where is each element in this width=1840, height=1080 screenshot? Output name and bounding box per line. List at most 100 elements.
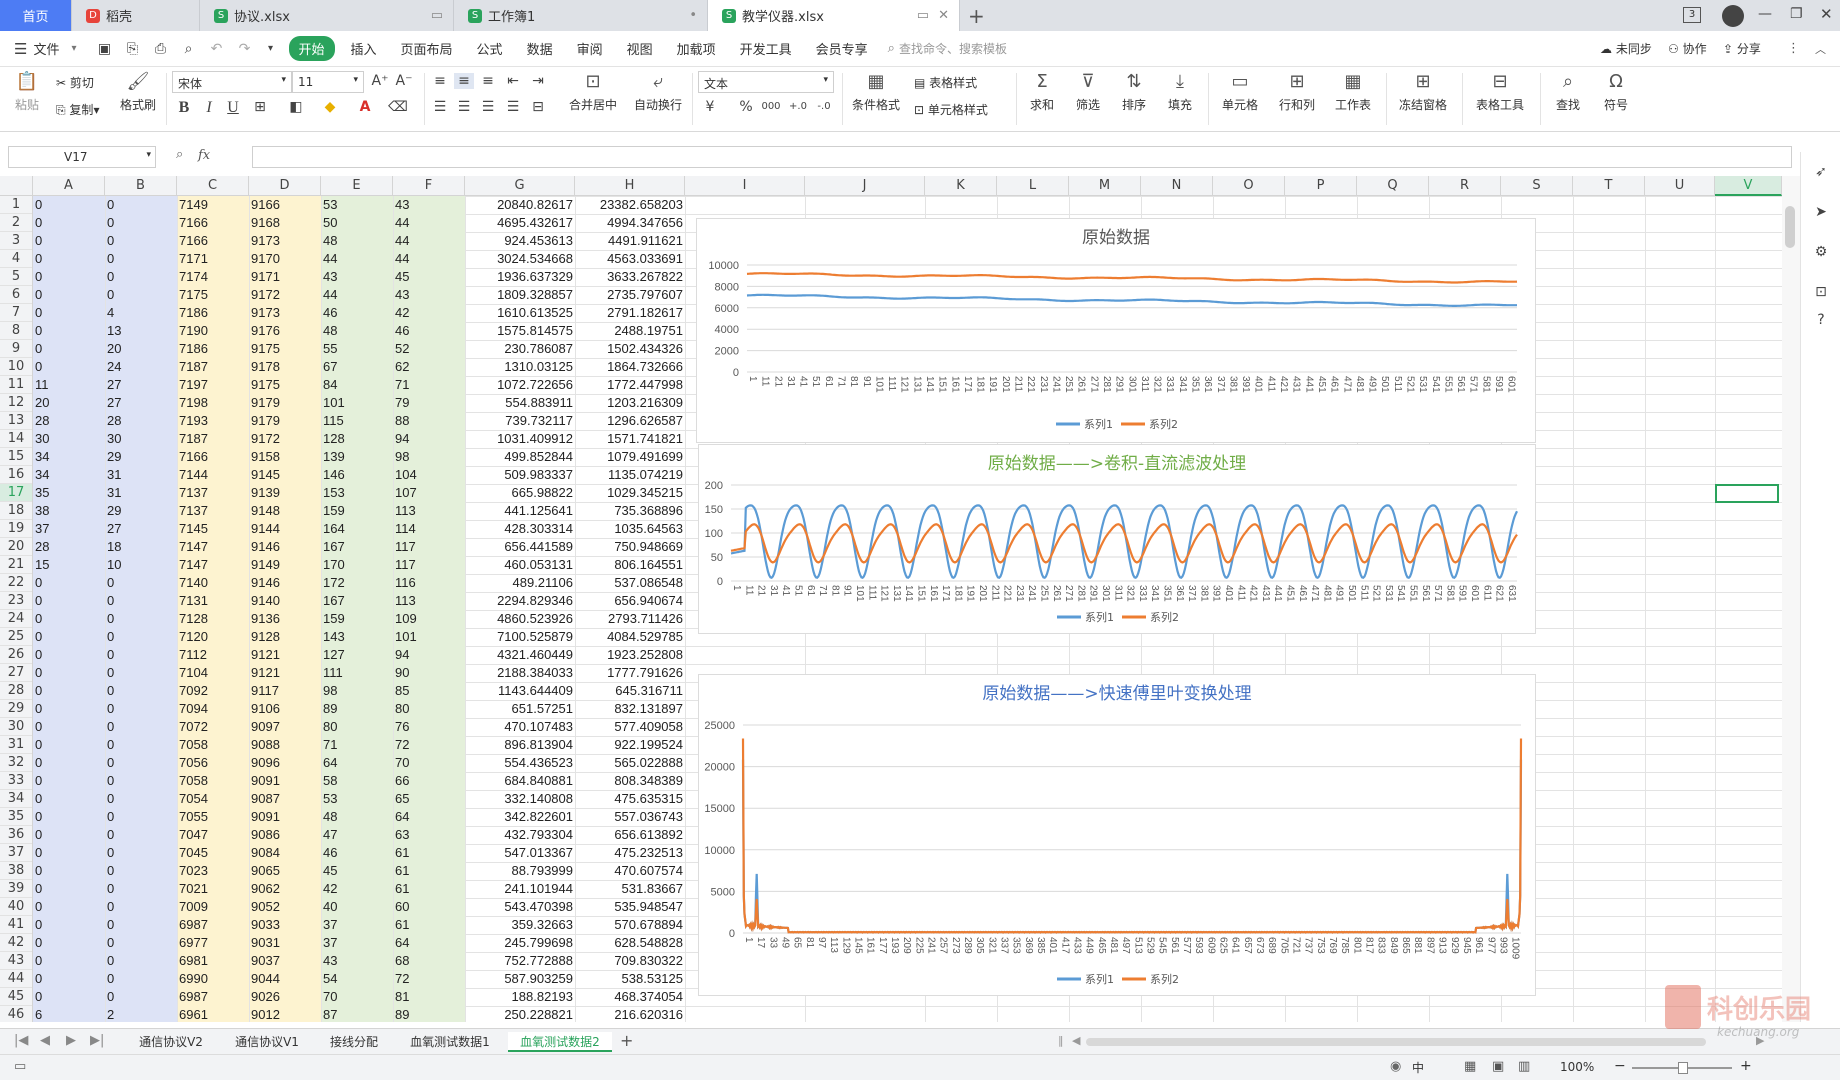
- cell-h[interactable]: 645.316711: [615, 683, 683, 698]
- quick-access-more-icon[interactable]: ▾: [267, 43, 274, 54]
- cell-c[interactable]: 7198: [179, 395, 208, 410]
- cell-e[interactable]: 167: [323, 593, 345, 608]
- font-name-select[interactable]: 宋体 ▾: [172, 71, 292, 93]
- cell-d[interactable]: 9148: [251, 503, 280, 518]
- cell-c[interactable]: 7056: [179, 755, 208, 770]
- cell-f[interactable]: 71: [395, 377, 410, 392]
- cell-e[interactable]: 139: [323, 449, 345, 464]
- cell-e[interactable]: 46: [323, 305, 338, 320]
- cell-d[interactable]: 9128: [251, 629, 280, 644]
- cell-a[interactable]: 0: [35, 899, 43, 914]
- cell-d[interactable]: 9146: [251, 575, 280, 590]
- cell-c[interactable]: 7112: [179, 647, 207, 662]
- cell-e[interactable]: 115: [323, 413, 344, 428]
- cell-a[interactable]: 28: [35, 539, 50, 554]
- cell-g[interactable]: 489.21106: [512, 575, 574, 590]
- cell-b[interactable]: 0: [107, 251, 115, 266]
- cell-b[interactable]: 20: [107, 341, 122, 356]
- column-header-h[interactable]: H: [575, 176, 685, 196]
- shape-icon[interactable]: ⊡: [1815, 284, 1827, 300]
- column-header-m[interactable]: M: [1069, 176, 1141, 196]
- cell-e[interactable]: 43: [323, 269, 338, 284]
- cell-f[interactable]: 70: [395, 755, 410, 770]
- cell-f[interactable]: 63: [395, 827, 410, 842]
- cell-e[interactable]: 44: [323, 251, 338, 266]
- cell-d[interactable]: 9037: [251, 953, 280, 968]
- cell-g[interactable]: 241.101944: [504, 881, 573, 896]
- bold-button[interactable]: B: [178, 99, 190, 116]
- sync-status[interactable]: ☁ 未同步: [1600, 40, 1652, 57]
- cell-d[interactable]: 9091: [251, 773, 280, 788]
- cell-g[interactable]: 441.125641: [504, 503, 573, 518]
- cell-f[interactable]: 94: [395, 431, 410, 446]
- cell-d[interactable]: 9088: [251, 737, 280, 752]
- cell-a[interactable]: 0: [35, 827, 43, 842]
- row-header[interactable]: 41: [0, 916, 32, 934]
- cell-h[interactable]: 577.409058: [614, 719, 683, 734]
- menu-developer[interactable]: 开发工具: [739, 43, 792, 58]
- sheet-tab-protocol-v2[interactable]: 通信协议V2: [139, 1035, 203, 1049]
- chart-raw-data[interactable]: 原始数据 0 2000 4000 6000 8000 10000 1 11 21 31 41 51 61 7…: [696, 218, 1536, 443]
- cell-a[interactable]: 34: [35, 467, 50, 482]
- cell-f[interactable]: 116: [395, 575, 416, 590]
- tab-jiaoxue-active[interactable]: S 教学仪器.xlsx ▭ ✕: [708, 0, 960, 31]
- cell-d[interactable]: 9139: [251, 485, 280, 500]
- cell-c[interactable]: 7174: [179, 269, 208, 284]
- cell-f[interactable]: 62: [395, 359, 410, 374]
- cell-g[interactable]: 4321.460449: [497, 647, 573, 662]
- cell-c[interactable]: 7120: [179, 629, 208, 644]
- scroll-left-icon[interactable]: ◀: [1072, 1034, 1081, 1047]
- cell-e[interactable]: 80: [323, 719, 338, 734]
- column-header-n[interactable]: N: [1141, 176, 1213, 196]
- cell-d[interactable]: 9065: [251, 863, 280, 878]
- cell-d[interactable]: 9033: [251, 917, 280, 932]
- cell-b[interactable]: 31: [107, 485, 122, 500]
- increase-font-icon[interactable]: A⁺: [371, 73, 389, 89]
- cell-c[interactable]: 7187: [179, 431, 208, 446]
- cell-h[interactable]: 1923.252808: [607, 647, 683, 662]
- cell-g[interactable]: 554.436523: [504, 755, 573, 770]
- cell-c[interactable]: 7045: [179, 845, 208, 860]
- row-header[interactable]: 1: [0, 196, 32, 214]
- cell-f[interactable]: 117: [395, 539, 416, 554]
- cell-b[interactable]: 0: [107, 827, 115, 842]
- cell-d[interactable]: 9121: [251, 647, 280, 662]
- cell-f[interactable]: 101: [395, 629, 417, 644]
- table-tools-button[interactable]: ⊟ 表格工具: [1468, 71, 1532, 113]
- column-header-b[interactable]: B: [105, 176, 177, 196]
- column-header-a[interactable]: A: [33, 176, 105, 196]
- menu-page-layout[interactable]: 页面布局: [400, 43, 453, 58]
- cell-e[interactable]: 70: [323, 989, 338, 1004]
- cell-e[interactable]: 47: [323, 827, 338, 842]
- cell-f[interactable]: 44: [395, 251, 410, 266]
- cell-e[interactable]: 167: [323, 539, 345, 554]
- cell-h[interactable]: 4994.347656: [607, 215, 683, 230]
- cell-f[interactable]: 46: [395, 323, 410, 338]
- cell-a[interactable]: 0: [35, 647, 43, 662]
- print-preview-icon[interactable]: ⌕: [184, 40, 193, 57]
- zoom-formula-icon[interactable]: ⌕: [176, 147, 184, 162]
- cell-c[interactable]: 6987: [179, 917, 208, 932]
- menu-insert[interactable]: 插入: [350, 43, 377, 58]
- cell-b[interactable]: 0: [107, 755, 115, 770]
- row-header[interactable]: 44: [0, 970, 32, 988]
- cell-c[interactable]: 7072: [179, 719, 208, 734]
- cell-f[interactable]: 61: [395, 917, 410, 932]
- cell-b[interactable]: 0: [107, 647, 115, 662]
- cell-b[interactable]: 0: [107, 665, 115, 680]
- cell-h[interactable]: 2488.19751: [614, 323, 683, 338]
- rocket-icon[interactable]: ➶: [1815, 164, 1827, 180]
- cell-f[interactable]: 117: [395, 557, 416, 572]
- cell-a[interactable]: 0: [35, 611, 43, 626]
- cell-a[interactable]: 0: [35, 935, 43, 950]
- cell-c[interactable]: 7175: [179, 287, 208, 302]
- cell-a[interactable]: 0: [35, 683, 43, 698]
- cell-b[interactable]: 0: [107, 899, 115, 914]
- column-header-d[interactable]: D: [249, 176, 321, 196]
- sum-button[interactable]: Σ 求和: [1022, 71, 1062, 113]
- zoom-in-button[interactable]: +: [1740, 1058, 1752, 1074]
- page-layout-view-icon[interactable]: ▣: [1492, 1059, 1505, 1074]
- cell-g[interactable]: 20840.82617: [497, 197, 573, 212]
- copy-button[interactable]: ⎘ 复制▾: [56, 101, 116, 118]
- row-header[interactable]: 18: [0, 502, 32, 520]
